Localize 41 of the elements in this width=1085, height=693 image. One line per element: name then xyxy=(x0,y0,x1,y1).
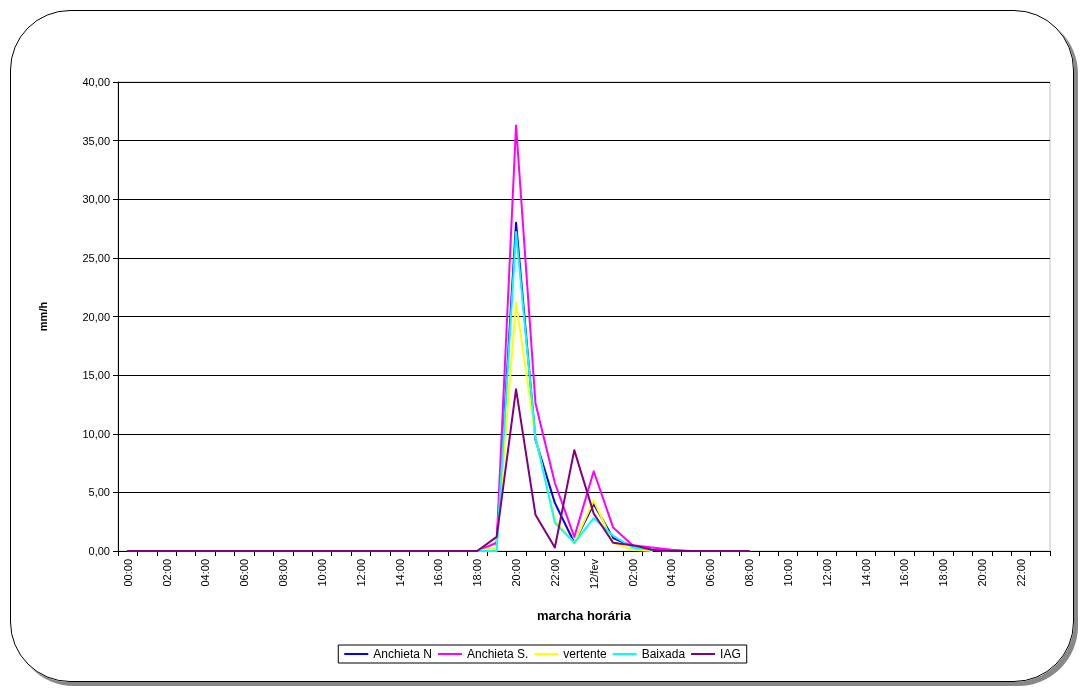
x-tick-label: 16:00 xyxy=(432,559,445,587)
x-tick-label: 18:00 xyxy=(937,559,950,587)
y-tick-label: 30,00 xyxy=(82,193,110,206)
x-tick-label: 14:00 xyxy=(859,559,872,587)
x-tick-label: 08:00 xyxy=(743,559,756,587)
y-tick-label: 35,00 xyxy=(82,134,110,147)
line-series xyxy=(126,388,751,552)
y-tick-label: 5,00 xyxy=(88,486,110,499)
x-tick-label: 22:00 xyxy=(548,559,561,587)
x-tick-label: 16:00 xyxy=(898,559,911,587)
legend-label: Baixada xyxy=(641,647,686,661)
legend-label: vertente xyxy=(563,647,608,661)
x-tick-label: 20:00 xyxy=(976,559,989,587)
y-tick-label: 20,00 xyxy=(82,310,110,323)
y-tick-label: 40,00 xyxy=(82,76,110,88)
y-axis-title: mm/h xyxy=(36,301,49,332)
x-tick-label: 06:00 xyxy=(238,559,251,587)
x-tick-label: 18:00 xyxy=(471,559,484,587)
x-tick-label: 10:00 xyxy=(781,559,794,587)
x-tick-label: 20:00 xyxy=(510,559,523,587)
x-tick-label: 02:00 xyxy=(160,559,173,587)
x-tick-label: 12:00 xyxy=(820,559,833,587)
x-tick-label: 08:00 xyxy=(277,559,290,587)
x-tick-label: 02:00 xyxy=(626,559,639,587)
y-tick-label: 10,00 xyxy=(82,427,110,440)
x-tick-label: 04:00 xyxy=(665,559,678,587)
x-tick-label: 12:00 xyxy=(354,559,367,587)
legend-label: Anchieta N xyxy=(373,647,432,661)
x-tick-label: 00:00 xyxy=(121,559,134,587)
legend-label: Anchieta S. xyxy=(466,647,529,661)
x-tick-label: 14:00 xyxy=(393,559,406,587)
x-tick-label: 06:00 xyxy=(704,559,717,587)
y-tick-label: 25,00 xyxy=(82,251,110,264)
x-axis-title: marcha horária xyxy=(537,608,632,623)
y-tick-label: 15,00 xyxy=(82,369,110,382)
legend-label: IAG xyxy=(720,647,741,661)
x-tick-label: 12/fev xyxy=(587,558,600,589)
y-tick-label: 0,00 xyxy=(88,545,110,557)
x-tick-label: 04:00 xyxy=(199,559,212,587)
x-tick-label: 22:00 xyxy=(1014,559,1027,587)
x-tick-label: 10:00 xyxy=(315,559,328,587)
